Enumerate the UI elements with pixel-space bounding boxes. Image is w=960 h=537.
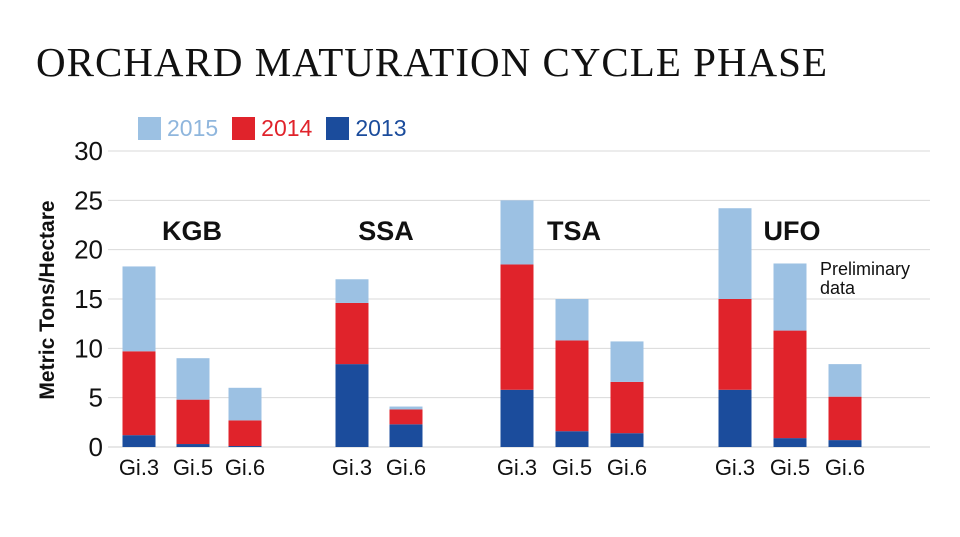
bar-segment-2014 xyxy=(773,330,807,439)
bar-segment-2015 xyxy=(555,299,589,341)
bar-segment-2013 xyxy=(335,364,369,447)
x-tick-label: Gi.6 xyxy=(607,455,647,480)
bar-segment-2014 xyxy=(389,409,423,425)
bar-segment-2013 xyxy=(828,440,862,447)
group-label: TSA xyxy=(547,216,601,246)
y-tick-label: 0 xyxy=(89,432,103,462)
bar-segment-2014 xyxy=(122,351,156,436)
bar-segment-2015 xyxy=(228,387,262,421)
bar-segment-2014 xyxy=(828,396,862,441)
bar-segment-2013 xyxy=(500,389,534,447)
group-label: KGB xyxy=(162,216,222,246)
bar-segment-2013 xyxy=(718,389,752,447)
x-tick-label: Gi.3 xyxy=(497,455,537,480)
legend-swatch-2014 xyxy=(232,117,256,140)
bar-segment-2014 xyxy=(335,302,369,365)
y-tick-label: 15 xyxy=(74,284,103,314)
bar-segment-2013 xyxy=(389,424,423,447)
x-tick-label: Gi.6 xyxy=(825,455,865,480)
chart-title: ORCHARD MATURATION CYCLE PHASE xyxy=(36,39,828,85)
bar-segment-2014 xyxy=(610,381,644,434)
y-tick-label: 5 xyxy=(89,383,103,413)
bar-segment-2015 xyxy=(773,263,807,331)
x-tick-label: Gi.5 xyxy=(770,455,810,480)
legend-label-2014: 2014 xyxy=(261,115,313,141)
annotation-line: data xyxy=(820,278,856,298)
x-tick-label: Gi.6 xyxy=(386,455,426,480)
bar-segment-2014 xyxy=(228,420,262,447)
bar-segment-2014 xyxy=(500,264,534,390)
bar-segment-2015 xyxy=(389,406,423,410)
legend: 2015 2014 2013 xyxy=(138,115,421,142)
legend-item-2015: 2015 xyxy=(138,115,218,142)
legend-item-2014: 2014 xyxy=(232,115,312,142)
bar-segment-2013 xyxy=(122,435,156,447)
bar-segment-2013 xyxy=(773,438,807,447)
bar-segment-2015 xyxy=(176,358,210,400)
x-tick-label: Gi.5 xyxy=(173,455,213,480)
bar-segment-2013 xyxy=(610,433,644,447)
legend-label-2013: 2013 xyxy=(355,115,407,141)
group-label: SSA xyxy=(358,216,414,246)
bar-segment-2015 xyxy=(828,364,862,397)
annotation-line: Preliminary xyxy=(820,259,910,279)
y-tick-label: 25 xyxy=(74,185,103,215)
x-tick-label: Gi.5 xyxy=(552,455,592,480)
bar-segment-2014 xyxy=(555,340,589,432)
legend-swatch-2015 xyxy=(138,117,161,140)
legend-label-2015: 2015 xyxy=(167,115,219,141)
y-tick-label: 20 xyxy=(74,235,103,265)
bar-segment-2015 xyxy=(122,266,156,352)
bar-segment-2015 xyxy=(610,341,644,382)
legend-item-2013: 2013 xyxy=(326,115,407,142)
x-tick-label: Gi.3 xyxy=(715,455,755,480)
bar-segment-2015 xyxy=(335,279,369,303)
bar-segment-2014 xyxy=(718,299,752,390)
bar-segment-2013 xyxy=(555,431,589,447)
annotation-preliminary-data: Preliminary data xyxy=(820,259,910,298)
bar-segment-2015 xyxy=(718,208,752,299)
bar-segment-2013 xyxy=(176,444,210,447)
y-tick-label: 30 xyxy=(74,136,103,166)
x-tick-label: Gi.6 xyxy=(225,455,265,480)
bar-segment-2013 xyxy=(228,446,262,447)
x-tick-label: Gi.3 xyxy=(332,455,372,480)
bar-segment-2014 xyxy=(176,399,210,445)
legend-swatch-2013 xyxy=(326,117,350,140)
x-tick-label: Gi.3 xyxy=(119,455,159,480)
group-label: UFO xyxy=(764,216,821,246)
bar-segment-2015 xyxy=(500,200,534,265)
y-tick-label: 10 xyxy=(74,333,103,363)
